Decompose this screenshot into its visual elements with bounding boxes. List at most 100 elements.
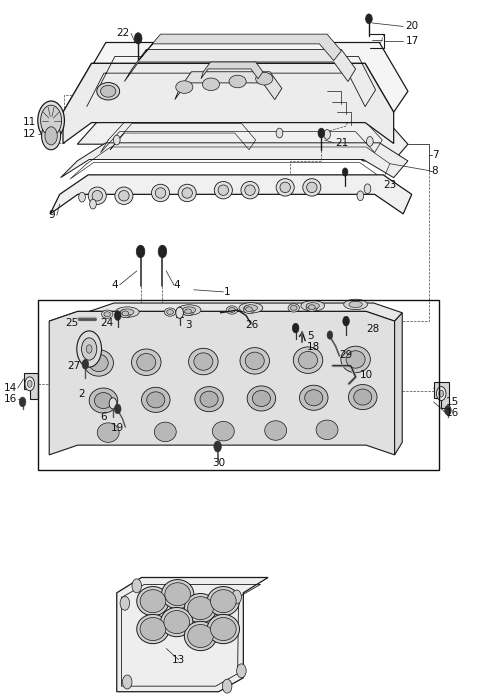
Text: 30: 30 [213,459,226,468]
Ellipse shape [303,179,321,196]
Ellipse shape [349,302,362,308]
Ellipse shape [207,614,240,644]
Polygon shape [175,72,282,100]
Circle shape [19,397,26,407]
Text: 8: 8 [432,165,438,176]
Ellipse shape [92,191,103,201]
Circle shape [45,127,57,145]
Ellipse shape [88,187,106,205]
Ellipse shape [226,306,238,314]
Text: 9: 9 [48,210,55,221]
Ellipse shape [306,303,320,309]
Text: 18: 18 [307,342,320,352]
Ellipse shape [241,181,259,199]
Ellipse shape [247,386,276,411]
Circle shape [114,404,121,414]
Ellipse shape [176,81,193,94]
Text: 6: 6 [101,413,107,422]
Ellipse shape [243,305,255,313]
Ellipse shape [155,422,176,442]
Circle shape [120,596,130,610]
Ellipse shape [228,308,235,313]
Circle shape [82,338,97,360]
Ellipse shape [97,423,119,443]
Circle shape [158,245,167,258]
Ellipse shape [346,350,365,368]
Ellipse shape [244,305,258,311]
Circle shape [176,307,183,318]
Text: 12: 12 [23,129,36,140]
Ellipse shape [194,352,213,370]
Circle shape [237,664,246,678]
Text: 1: 1 [223,287,230,297]
Ellipse shape [140,618,166,641]
Ellipse shape [309,305,315,310]
Ellipse shape [101,85,116,97]
Ellipse shape [177,305,201,315]
Ellipse shape [348,385,377,410]
Text: 21: 21 [336,138,349,148]
Bar [38,300,439,470]
Text: 7: 7 [432,150,438,161]
Ellipse shape [167,310,173,315]
Ellipse shape [120,309,131,318]
Ellipse shape [245,185,255,195]
Ellipse shape [182,188,192,198]
Ellipse shape [218,185,228,195]
Ellipse shape [212,422,234,441]
Text: 4: 4 [111,280,118,290]
Circle shape [132,579,142,593]
Text: 11: 11 [23,117,36,127]
Text: 22: 22 [116,29,130,38]
Circle shape [366,14,372,24]
Circle shape [82,359,89,369]
Text: 27: 27 [67,361,81,371]
Ellipse shape [280,182,290,193]
Circle shape [324,130,330,140]
Ellipse shape [307,182,317,193]
Text: 14: 14 [4,383,17,393]
Polygon shape [60,143,408,177]
Ellipse shape [211,590,236,613]
Ellipse shape [239,303,263,313]
Ellipse shape [299,351,318,369]
Ellipse shape [137,353,156,371]
Ellipse shape [120,309,134,315]
Ellipse shape [140,590,166,613]
Ellipse shape [104,312,110,317]
Ellipse shape [97,82,120,100]
Ellipse shape [164,611,190,634]
Ellipse shape [152,184,169,202]
Circle shape [113,135,120,145]
Ellipse shape [211,618,236,641]
Circle shape [342,168,348,176]
Text: 24: 24 [101,318,114,327]
Ellipse shape [182,307,196,313]
Circle shape [38,101,64,140]
Polygon shape [49,303,402,321]
Ellipse shape [207,586,240,616]
Text: 17: 17 [406,36,419,46]
Text: 23: 23 [383,179,396,190]
Ellipse shape [214,181,232,199]
Circle shape [439,390,444,397]
Text: 19: 19 [110,424,124,433]
Text: 16: 16 [4,394,17,404]
Polygon shape [124,50,356,82]
Circle shape [42,122,60,150]
Ellipse shape [301,301,324,311]
Ellipse shape [341,346,371,373]
Polygon shape [49,311,395,455]
Circle shape [292,323,299,333]
Text: 29: 29 [339,350,353,359]
Circle shape [343,316,349,326]
Ellipse shape [165,583,191,606]
Ellipse shape [252,390,270,406]
Ellipse shape [188,597,213,620]
Ellipse shape [147,392,165,408]
Circle shape [122,675,132,689]
Ellipse shape [95,392,112,408]
Ellipse shape [265,421,287,440]
Text: 2: 2 [79,389,85,399]
Circle shape [77,331,102,367]
